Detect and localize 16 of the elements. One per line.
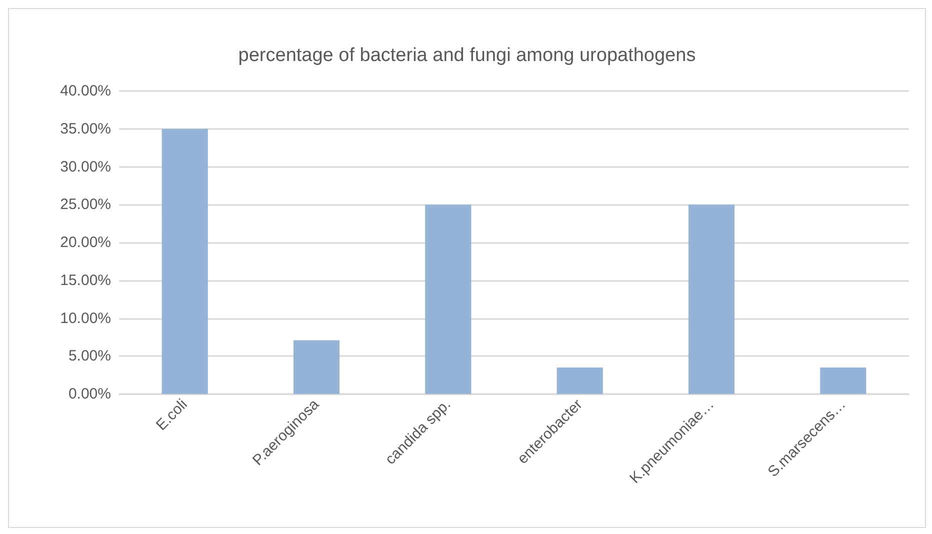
- bar: [162, 128, 208, 394]
- bar: [688, 204, 735, 394]
- y-tick-label: 5.00%: [68, 348, 111, 365]
- y-tick-label: 30.00%: [60, 158, 111, 176]
- y-tick-label: 0.00%: [68, 386, 111, 402]
- bar: [556, 367, 603, 394]
- y-tick-label: 35.00%: [60, 120, 111, 138]
- y-tick-label: 40.00%: [60, 82, 111, 100]
- y-tick-label: 20.00%: [60, 234, 111, 251]
- bar: [425, 204, 472, 394]
- y-tick-label: 25.00%: [60, 196, 111, 214]
- chart-title: percentage of bacteria and fungi among uropathogens: [238, 45, 696, 66]
- bar: [820, 367, 866, 394]
- y-tick-label: 15.00%: [60, 272, 111, 289]
- y-tick-label: 10.00%: [60, 310, 111, 327]
- bar: [293, 340, 340, 394]
